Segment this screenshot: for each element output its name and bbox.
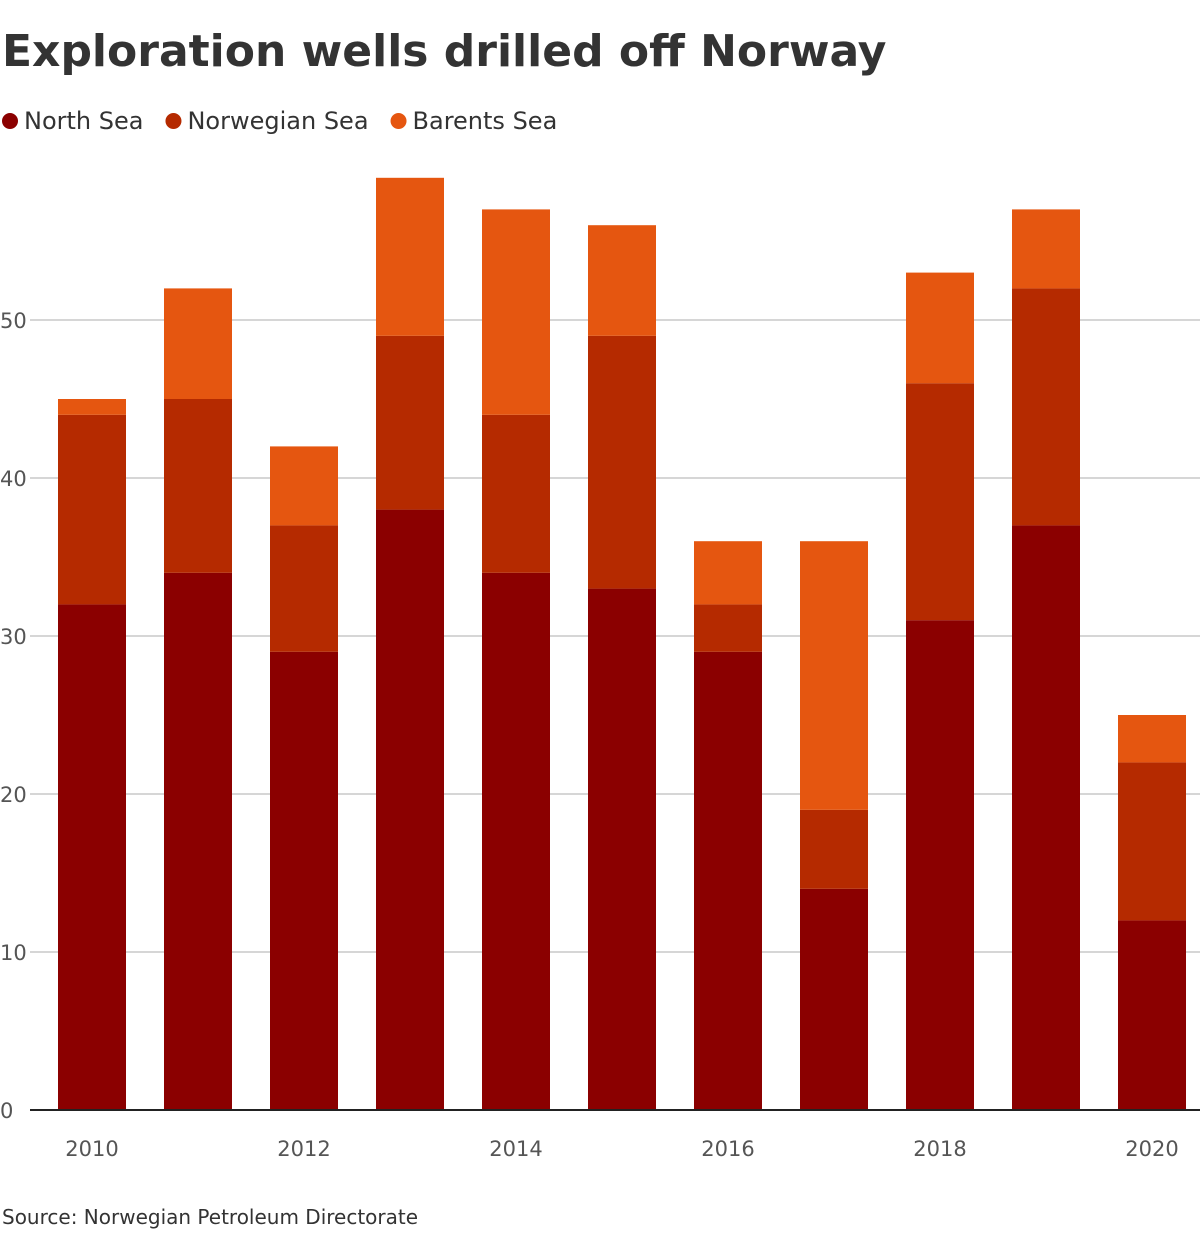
bar-segment bbox=[694, 651, 762, 1110]
legend-label: North Sea bbox=[24, 107, 143, 135]
bar-segment bbox=[588, 588, 656, 1110]
bar-segment bbox=[906, 272, 974, 384]
bar-segment bbox=[1012, 525, 1080, 1110]
bar-segment bbox=[1118, 920, 1186, 1110]
bar-segment bbox=[482, 572, 550, 1110]
bar-segment bbox=[58, 399, 126, 415]
bar-segment bbox=[270, 446, 338, 526]
x-tick-label: 2018 bbox=[913, 1137, 966, 1161]
legend-label: Norwegian Sea bbox=[187, 107, 368, 135]
y-tick-label: 40 bbox=[0, 467, 27, 491]
bar-segment bbox=[694, 604, 762, 652]
bar-segment bbox=[376, 509, 444, 1111]
y-tick-label: 10 bbox=[0, 941, 27, 965]
y-tick-label: 50 bbox=[0, 309, 27, 333]
bar-segment bbox=[906, 620, 974, 1110]
bar-segment bbox=[694, 541, 762, 605]
bar-segment bbox=[588, 335, 656, 589]
bar-segment bbox=[58, 414, 126, 605]
legend-marker bbox=[2, 113, 18, 129]
bar-segment bbox=[270, 651, 338, 1110]
bar-segment bbox=[482, 414, 550, 573]
legend-label: Barents Sea bbox=[413, 107, 558, 135]
x-tick-label: 2016 bbox=[701, 1137, 754, 1161]
bar-segment bbox=[270, 525, 338, 652]
chart-title: Exploration wells drilled off Norway bbox=[2, 26, 887, 77]
bar-segment bbox=[1118, 762, 1186, 921]
bar-segment bbox=[164, 399, 232, 573]
bar-segment bbox=[1012, 209, 1080, 289]
legend-marker bbox=[390, 113, 407, 129]
bar-segment bbox=[164, 572, 232, 1110]
legend-marker bbox=[165, 113, 182, 129]
x-tick-label: 2010 bbox=[65, 1137, 118, 1161]
bar-segment bbox=[164, 288, 232, 399]
source: Source: Norwegian Petroleum Directorate bbox=[2, 1205, 418, 1229]
bar-segment bbox=[1012, 288, 1080, 526]
bar-segment bbox=[376, 335, 444, 510]
bar-segment bbox=[58, 604, 126, 1110]
y-tick-label: 30 bbox=[0, 625, 27, 649]
bar-segment bbox=[906, 383, 974, 621]
bar-segment bbox=[482, 209, 550, 415]
x-tick-label: 2012 bbox=[277, 1137, 330, 1161]
y-tick-label: 20 bbox=[0, 783, 27, 807]
x-tick-label: 2020 bbox=[1125, 1137, 1178, 1161]
y-tick-label: 0 bbox=[0, 1099, 13, 1123]
bar-segment bbox=[800, 809, 868, 889]
bar-segment bbox=[1118, 715, 1186, 763]
bar-segment bbox=[800, 888, 868, 1110]
bar-segment bbox=[588, 225, 656, 336]
bar-segment bbox=[376, 177, 444, 336]
x-tick-label: 2014 bbox=[489, 1137, 542, 1161]
bar-segment bbox=[800, 541, 868, 810]
